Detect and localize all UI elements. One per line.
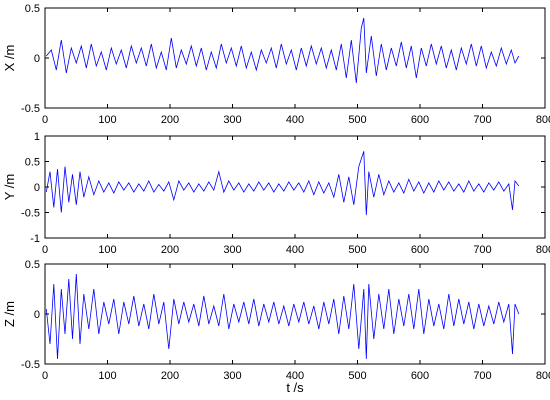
- x-tick-label: 600: [411, 370, 429, 382]
- x-tick-label: 200: [161, 244, 179, 256]
- x-tick-label: 300: [223, 370, 241, 382]
- x-tick-label: 400: [286, 114, 304, 126]
- x-tick-label: 100: [98, 370, 116, 382]
- x-tick-label: 800: [536, 114, 550, 126]
- x-tick-label: 600: [411, 244, 429, 256]
- x-tick-label: 800: [536, 244, 550, 256]
- y-tick-label: -0.5: [21, 208, 40, 220]
- x-tick-label: 800: [536, 370, 550, 382]
- x-tick-label: 500: [348, 244, 366, 256]
- x-tick-label: 0: [42, 244, 48, 256]
- y-tick-label: 0.5: [25, 157, 40, 169]
- x-tick-label: 0: [42, 370, 48, 382]
- x-tick-label: 200: [161, 370, 179, 382]
- x-tick-label: 0: [42, 114, 48, 126]
- series-line: [45, 273, 520, 360]
- y-axis-label: Y /m: [2, 174, 17, 201]
- chart-panel: 0 100 200 300 400 500 600 700 800 -1 -0.5 0 0.5 1 Y /m: [2, 131, 550, 256]
- x-tick-label: 400: [286, 370, 304, 382]
- x-axis-label: t /s: [286, 380, 304, 395]
- x-tick-label: 400: [286, 244, 304, 256]
- y-tick-label: 0.5: [25, 259, 40, 271]
- x-tick-label: 100: [98, 114, 116, 126]
- x-tick-label: 200: [161, 114, 179, 126]
- y-tick-label: 0: [34, 182, 40, 194]
- x-tick-label: 100: [98, 244, 116, 256]
- x-tick-label: 600: [411, 114, 429, 126]
- y-tick-label: -0.5: [21, 103, 40, 115]
- chart-panel: 0100200300400500600700800-0.500.5Z /mt /…: [2, 259, 550, 395]
- y-tick-label: -1: [30, 233, 40, 245]
- x-tick-label: 500: [348, 370, 366, 382]
- x-tick-label: 700: [473, 244, 491, 256]
- x-tick-label: 300: [223, 114, 241, 126]
- x-tick-label: 700: [473, 114, 491, 126]
- y-tick-label: 0.5: [25, 3, 40, 15]
- panels: 0100200300400500600700800-0.500.5X /m010…: [2, 3, 550, 395]
- series-line: [45, 17, 520, 84]
- chart-panel: 0100200300400500600700800-0.500.5X /m: [2, 3, 550, 126]
- y-tick-label: -0.5: [21, 359, 40, 371]
- y-tick-label: 0: [34, 53, 40, 65]
- x-tick-label: 500: [348, 114, 366, 126]
- series-line: [45, 151, 520, 216]
- y-axis-label: X /m: [2, 45, 17, 72]
- y-tick-label: 0: [34, 309, 40, 321]
- x-tick-label: 700: [473, 370, 491, 382]
- y-axis-label: Z /m: [2, 301, 17, 327]
- x-tick-label: 300: [223, 244, 241, 256]
- y-tick-label: 1: [34, 131, 40, 143]
